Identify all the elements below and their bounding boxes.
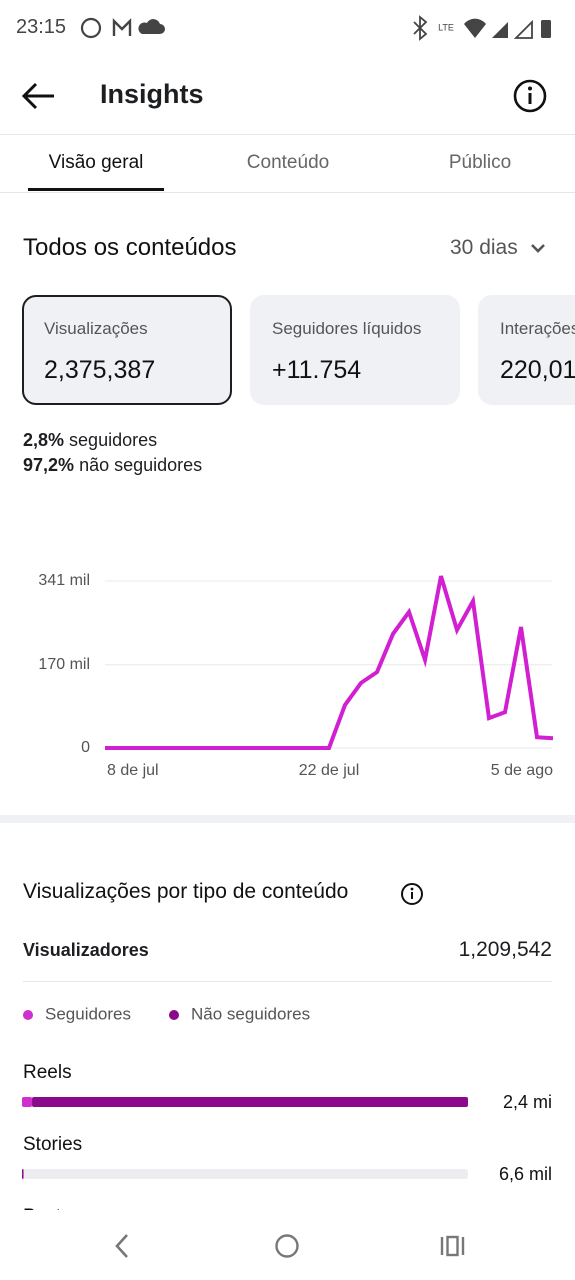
nav-home[interactable] [275, 1234, 299, 1258]
section-separator [0, 815, 575, 823]
divider [23, 981, 552, 982]
category-label: Posts [23, 1206, 71, 1210]
breakdown-row: 2,8% seguidores [23, 430, 157, 451]
card-value: 2,375,387 [44, 356, 156, 384]
line-series [105, 575, 554, 750]
percent: 2,8% [23, 430, 65, 450]
summary-label: Visualizadores [23, 940, 149, 960]
back-button[interactable] [20, 80, 60, 112]
bar-segment [32, 1097, 468, 1107]
bar-segment [22, 1169, 24, 1179]
metric-card[interactable]: Seguidores líquidos +11.754 [250, 295, 460, 405]
y-tick-label: 170 mil [38, 656, 90, 673]
legend-swatch [23, 1010, 33, 1020]
info-button[interactable] [512, 78, 548, 114]
breakdown-row: 97,2% não seguidores [23, 455, 202, 476]
legend-swatch [169, 1010, 179, 1020]
bar-track [22, 1169, 468, 1179]
bar-chart: Reels 2,4 mi Stories 6,6 mil Posts [22, 1062, 552, 1210]
legend-label: Seguidores [45, 1004, 131, 1023]
breakdown-label: não seguidores [79, 455, 203, 475]
nav-recents[interactable] [440, 1235, 465, 1257]
page-title: Insights [100, 79, 204, 109]
category-label: Reels [23, 1062, 72, 1083]
y-tick-label: 0 [81, 739, 90, 756]
bar-segment [22, 1097, 33, 1107]
divider [0, 192, 575, 193]
line-chart: 0 170 mil 341 mil 8 de jul 22 de jul 5 de ago [38, 572, 554, 779]
tab[interactable]: Conteúdo [246, 152, 330, 173]
tab[interactable]: Público [448, 152, 512, 173]
notification-icons [80, 17, 165, 39]
legend-label: Não seguidores [191, 1004, 310, 1023]
value-label: 2,4 mi [503, 1092, 552, 1112]
divider [0, 134, 575, 135]
x-tick-label: 22 de jul [299, 762, 360, 779]
navigation-bar [0, 1210, 575, 1280]
breakdown-label: seguidores [69, 430, 158, 450]
legend: Seguidores Não seguidores [23, 1004, 310, 1023]
tab[interactable]: Visão geral [48, 152, 144, 173]
section-title: Visualizações por tipo de conteúdo [23, 880, 349, 903]
tab-indicator [28, 188, 164, 191]
info-icon[interactable] [400, 882, 424, 906]
summary-value: 1,209,542 [458, 938, 552, 961]
card-value: +11.754 [272, 356, 362, 384]
clock: 23:15 [16, 16, 67, 38]
value-label: 6,6 mil [499, 1164, 552, 1184]
nav-back[interactable] [115, 1234, 128, 1258]
metric-card[interactable]: Visualizações 2,375,387 [22, 295, 232, 405]
system-icons: LTE [413, 15, 551, 41]
card-label: Visualizações [44, 319, 148, 338]
percent: 97,2% [23, 455, 75, 475]
card-label: Seguidores líquidos [272, 319, 422, 338]
y-tick-label: 341 mil [38, 572, 90, 589]
period-selector[interactable]: 30 dias [450, 236, 518, 259]
svg-text:LTE: LTE [438, 22, 454, 32]
card-label: Interações [500, 319, 575, 338]
dropdown-chevron [531, 244, 545, 253]
metric-card[interactable]: Interações 220,01 [478, 295, 575, 405]
section-title: Todos os conteúdos [23, 234, 237, 261]
category-label: Stories [23, 1134, 82, 1155]
card-value: 220,01 [500, 356, 575, 384]
x-tick-label: 5 de ago [491, 762, 553, 779]
x-tick-label: 8 de jul [107, 762, 159, 779]
